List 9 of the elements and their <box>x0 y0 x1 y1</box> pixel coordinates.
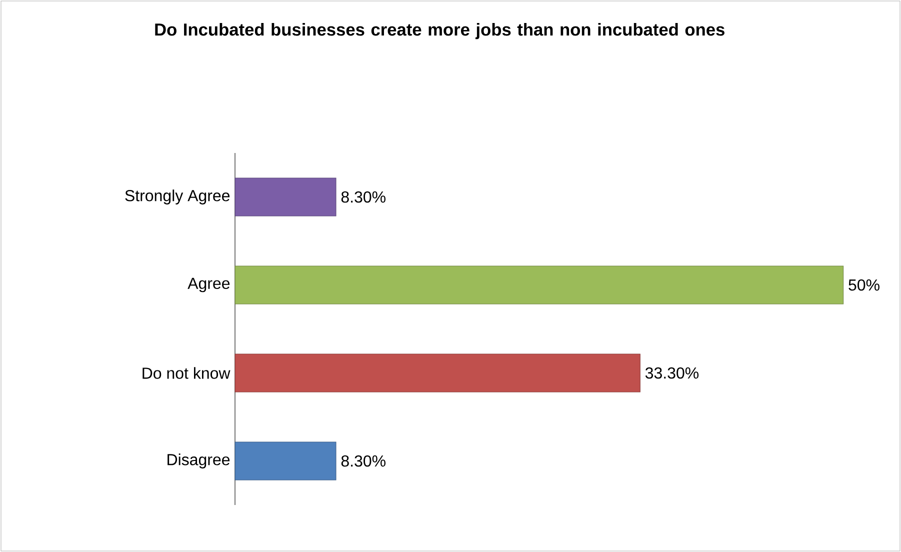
y-tick-label: Agree <box>188 278 230 292</box>
y-tick-label: Strongly Agree <box>125 190 230 204</box>
y-tick-label: Do not know <box>142 367 230 379</box>
data-label: 8.30% <box>341 191 386 203</box>
chart-title: Do Incubated businesses create more jobs than non incubated ones <box>155 22 724 40</box>
data-label: 8.30% <box>341 455 386 467</box>
data-label: 50% <box>848 279 880 291</box>
data-label: 33.30% <box>645 367 699 379</box>
y-tick-label: Disagree <box>168 454 230 468</box>
